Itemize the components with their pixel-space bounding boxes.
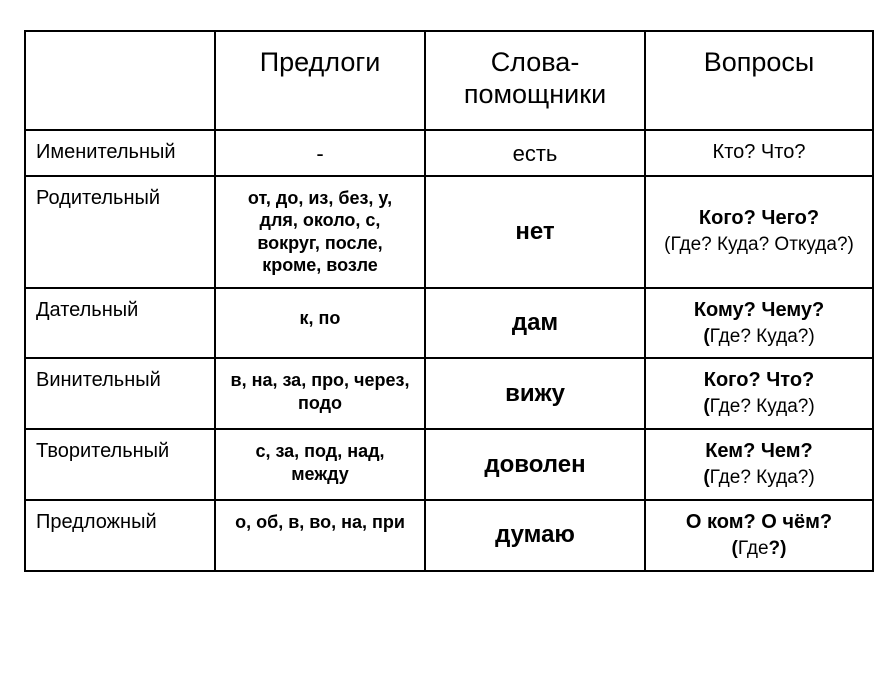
question-main: О ком? О чём? xyxy=(686,511,832,533)
helper-cell: думаю xyxy=(425,500,645,571)
question-sub-inner: Где? Куда?) xyxy=(710,467,815,488)
header-empty xyxy=(25,31,215,130)
question-sub: (Где?) xyxy=(732,538,787,559)
question-main: Кого? Что? xyxy=(704,369,815,391)
prepositions-cell: о, об, в, во, на, при xyxy=(215,500,425,571)
case-name-cell: Творительный xyxy=(25,429,215,500)
questions-cell: Кого? Что? (Где? Куда?) xyxy=(645,358,873,429)
question-sub: (Где? Куда?) xyxy=(703,396,814,417)
table-row: Родительный от, до, из, без, у, для, око… xyxy=(25,176,873,288)
case-name-cell: Родительный xyxy=(25,176,215,288)
prepositions-cell: от, до, из, без, у, для, около, с, вокру… xyxy=(215,176,425,288)
question-sub-inner: Где? Куда?) xyxy=(710,326,815,347)
helper-cell: есть xyxy=(425,130,645,176)
header-questions: Вопросы xyxy=(645,31,873,130)
questions-cell: Кому? Чему? (Где? Куда?) xyxy=(645,288,873,359)
cases-table: Предлоги Слова- помощники Вопросы Именит… xyxy=(24,30,874,572)
header-helper-words: Слова- помощники xyxy=(425,31,645,130)
table-row: Дательный к, по дам Кому? Чему? (Где? Ку… xyxy=(25,288,873,359)
helper-cell: нет xyxy=(425,176,645,288)
prepositions-cell: в, на, за, про, через, подо xyxy=(215,358,425,429)
header-prepositions: Предлоги xyxy=(215,31,425,130)
question-sub-mid: Где xyxy=(738,538,769,559)
helper-cell: доволен xyxy=(425,429,645,500)
prepositions-cell: - xyxy=(215,130,425,176)
question-sub: (Где? Куда?) xyxy=(703,467,814,488)
table-row: Творительный с, за, под, над, между дово… xyxy=(25,429,873,500)
case-name-cell: Дательный xyxy=(25,288,215,359)
table-row: Предложный о, об, в, во, на, при думаю О… xyxy=(25,500,873,571)
case-name-cell: Предложный xyxy=(25,500,215,571)
questions-cell: Кого? Чего? (Где? Куда? Откуда?) xyxy=(645,176,873,288)
table-row: Винительный в, на, за, про, через, подо … xyxy=(25,358,873,429)
helper-cell: дам xyxy=(425,288,645,359)
table-row: Именительный - есть Кто? Что? xyxy=(25,130,873,176)
question-sub-inner: Где? Куда?) xyxy=(710,396,815,417)
question-main: Кем? Чем? xyxy=(705,440,813,462)
question-main: Кому? Чему? xyxy=(694,299,824,321)
paren-close: ?) xyxy=(769,538,787,559)
prepositions-cell: с, за, под, над, между xyxy=(215,429,425,500)
header-helper-line2: помощники xyxy=(464,79,606,109)
questions-cell: Кто? Что? xyxy=(645,130,873,176)
helper-cell: вижу xyxy=(425,358,645,429)
case-name-cell: Винительный xyxy=(25,358,215,429)
prepositions-cell: к, по xyxy=(215,288,425,359)
question-sub: (Где? Куда?) xyxy=(703,326,814,347)
questions-cell: О ком? О чём? (Где?) xyxy=(645,500,873,571)
question-sub: (Где? Куда? Откуда?) xyxy=(664,234,854,255)
question-main: Кого? Чего? xyxy=(699,207,819,229)
table-header-row: Предлоги Слова- помощники Вопросы xyxy=(25,31,873,130)
questions-cell: Кем? Чем? (Где? Куда?) xyxy=(645,429,873,500)
case-name-cell: Именительный xyxy=(25,130,215,176)
header-helper-line1: Слова- xyxy=(491,47,580,77)
